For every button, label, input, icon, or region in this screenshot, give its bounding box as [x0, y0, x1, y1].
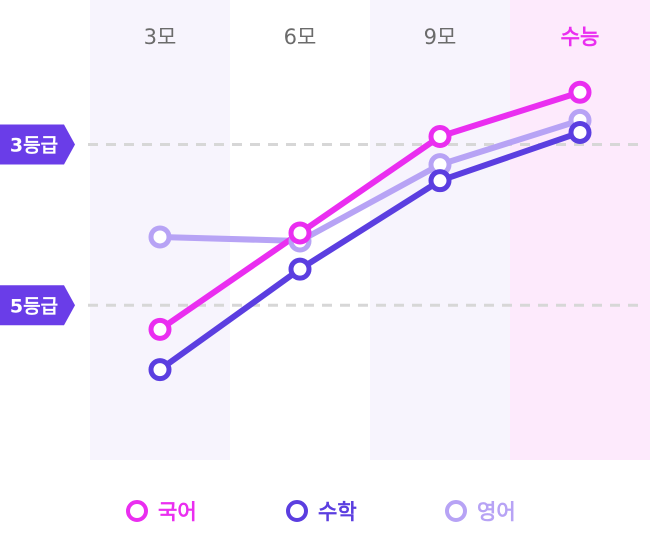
- x-tick-label: 3모: [144, 25, 177, 49]
- legend-item-math: 수학: [286, 496, 357, 526]
- legend-item-korean: 국어: [126, 496, 197, 526]
- legend-marker-icon: [445, 500, 467, 522]
- data-point: [148, 358, 172, 382]
- data-point: [428, 124, 452, 148]
- column-band-3: [510, 0, 650, 460]
- legend-marker-icon: [286, 500, 308, 522]
- data-point: [428, 169, 452, 193]
- grade-badge: [0, 285, 75, 326]
- series-line-0: [157, 89, 583, 333]
- data-point: [568, 120, 592, 144]
- legend-item-english: 영어: [445, 496, 516, 526]
- legend-label: 수학: [318, 500, 357, 524]
- data-point: [148, 317, 172, 341]
- legend: 국어 수학 영어: [0, 496, 651, 540]
- grade-badge-label: 5등급: [10, 295, 58, 317]
- x-tick-label: 6모: [284, 25, 317, 49]
- column-band-2: [370, 0, 510, 460]
- x-tick-label: 수능: [561, 25, 600, 49]
- legend-label: 국어: [158, 500, 197, 524]
- grade-trend-chart: 3모 6모 9모 수능 3등급 5등급: [0, 0, 650, 460]
- data-point: [288, 257, 312, 281]
- grade-badge-label: 3등급: [10, 135, 58, 157]
- x-tick-label: 9모: [424, 25, 457, 49]
- legend-marker-icon: [126, 500, 148, 522]
- legend-label: 영어: [477, 500, 516, 524]
- data-point: [148, 225, 172, 249]
- series-line-2: [157, 117, 583, 244]
- series-line-1: [157, 129, 583, 373]
- data-point: [568, 80, 592, 104]
- grade-badge: [0, 124, 75, 165]
- data-point: [288, 221, 312, 245]
